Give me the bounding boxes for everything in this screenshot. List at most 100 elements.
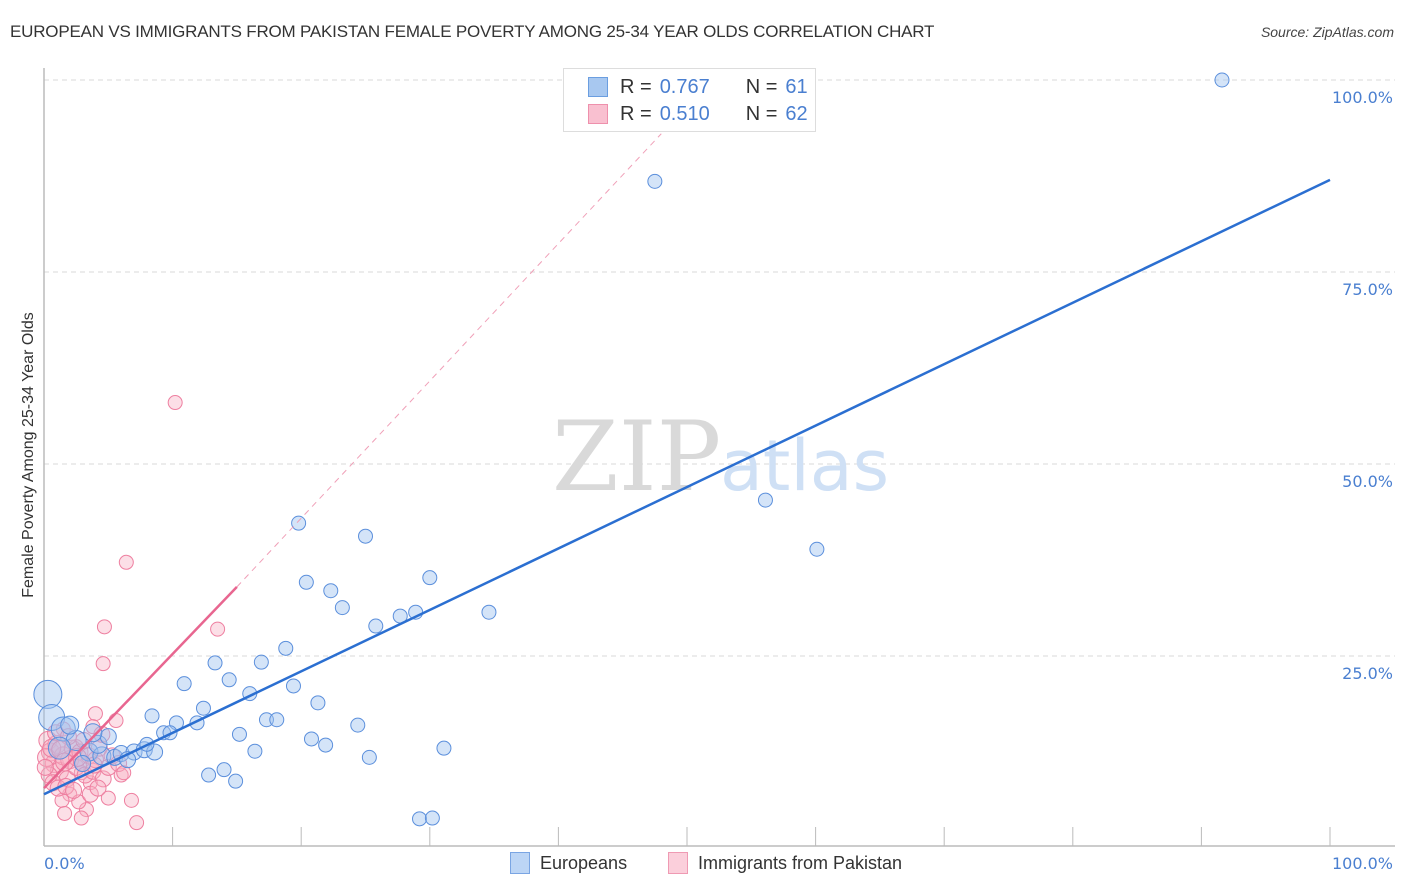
data-point xyxy=(207,655,223,671)
legend-label-pakistan: Immigrants from Pakistan xyxy=(698,852,903,873)
data-point xyxy=(318,737,334,753)
data-point xyxy=(118,554,134,570)
data-point xyxy=(83,723,103,743)
watermark-atlas: atlas xyxy=(720,425,889,507)
gridlines xyxy=(44,79,1395,657)
data-point xyxy=(50,716,76,742)
data-point xyxy=(424,810,440,826)
data-point xyxy=(78,802,94,818)
data-point xyxy=(323,583,339,599)
data-point xyxy=(57,805,73,821)
data-point xyxy=(195,700,211,716)
legend-n-value: 62 xyxy=(785,102,808,125)
data-point xyxy=(422,570,438,586)
data-point xyxy=(258,712,274,728)
data-point xyxy=(146,743,164,761)
tick-labels: 100.0% 75.0% 50.0% 25.0% 0.0% 100.0% xyxy=(44,88,1393,873)
pakistan-trendline xyxy=(43,586,238,789)
series-legend: Europeans Immigrants from Pakistan xyxy=(0,852,1406,878)
data-point xyxy=(228,773,244,789)
watermark-zip: ZIP xyxy=(552,401,721,513)
data-point xyxy=(221,672,237,688)
data-point xyxy=(298,574,314,590)
legend-swatch-blue xyxy=(588,77,608,97)
data-point xyxy=(74,755,92,773)
legend-swatch-pakistan xyxy=(668,852,688,874)
legend-item-europeans[interactable]: Europeans xyxy=(510,852,627,874)
legend-n-label: N = xyxy=(745,102,778,125)
y-tick-label: 50.0% xyxy=(1342,472,1393,491)
x-tick-label: 100.0% xyxy=(1332,854,1393,873)
data-point xyxy=(47,736,71,760)
data-point xyxy=(92,746,112,766)
data-point xyxy=(368,618,384,634)
legend-n-label: N = xyxy=(745,75,778,98)
data-point xyxy=(60,715,80,735)
data-point xyxy=(73,810,89,826)
data-point xyxy=(809,541,825,557)
y-tick-label: 100.0% xyxy=(1332,88,1393,107)
x-tick-label: 0.0% xyxy=(44,854,85,873)
legend-r-label: R = xyxy=(620,75,652,98)
watermark: ZIP atlas xyxy=(552,401,889,513)
europeans-trendline xyxy=(43,178,1331,796)
data-point xyxy=(412,811,428,827)
data-point xyxy=(129,815,145,831)
data-point xyxy=(1214,72,1230,88)
data-point xyxy=(247,743,263,759)
legend-swatch-europeans xyxy=(510,852,530,874)
data-point xyxy=(108,713,124,729)
source-label: Source: ZipAtlas.com xyxy=(1260,24,1394,40)
legend-r-value: 0.510 xyxy=(659,102,710,125)
data-point xyxy=(647,173,663,189)
data-point xyxy=(65,729,87,751)
data-point xyxy=(334,600,350,616)
data-point xyxy=(253,654,269,670)
data-point xyxy=(100,790,116,806)
data-point xyxy=(36,758,54,776)
data-point xyxy=(310,695,326,711)
data-point xyxy=(55,752,75,772)
data-point xyxy=(210,621,226,637)
data-point xyxy=(285,678,301,694)
data-point xyxy=(116,765,132,781)
data-point xyxy=(358,528,373,544)
data-point xyxy=(231,726,247,742)
data-point xyxy=(89,779,107,797)
data-point xyxy=(481,604,497,620)
data-point xyxy=(167,395,183,411)
legend-n-value: 61 xyxy=(785,75,808,98)
data-point xyxy=(144,708,160,724)
data-point xyxy=(96,619,112,635)
legend-row-europeans: R = 0.767 N = 61 xyxy=(588,74,808,100)
legend-row-pakistan: R = 0.510 N = 62 xyxy=(588,101,808,127)
data-point xyxy=(291,515,307,531)
data-point xyxy=(201,767,217,783)
data-point xyxy=(269,712,285,728)
europeans-points xyxy=(33,72,1230,827)
axes xyxy=(43,68,1395,847)
data-point xyxy=(65,781,83,799)
data-point xyxy=(436,740,452,756)
legend-item-pakistan[interactable]: Immigrants from Pakistan xyxy=(668,852,902,874)
data-point xyxy=(95,656,111,672)
data-point xyxy=(757,492,773,508)
chart-title: EUROPEAN VS IMMIGRANTS FROM PAKISTAN FEM… xyxy=(10,22,935,41)
y-tick-label: 25.0% xyxy=(1342,664,1393,683)
y-tick-label: 75.0% xyxy=(1342,280,1393,299)
data-point xyxy=(176,676,192,692)
data-point xyxy=(33,679,63,709)
legend-label-europeans: Europeans xyxy=(540,852,628,873)
legend-r-value: 0.767 xyxy=(659,75,710,98)
data-point xyxy=(361,749,377,765)
pakistan-trendline-extension xyxy=(236,133,662,588)
legend-r-label: R = xyxy=(620,102,652,125)
data-point xyxy=(303,731,319,747)
trendlines xyxy=(43,133,1331,796)
data-point xyxy=(278,640,294,656)
data-point xyxy=(123,792,139,808)
data-point xyxy=(87,706,103,722)
data-point xyxy=(216,762,232,778)
data-point xyxy=(99,728,117,746)
